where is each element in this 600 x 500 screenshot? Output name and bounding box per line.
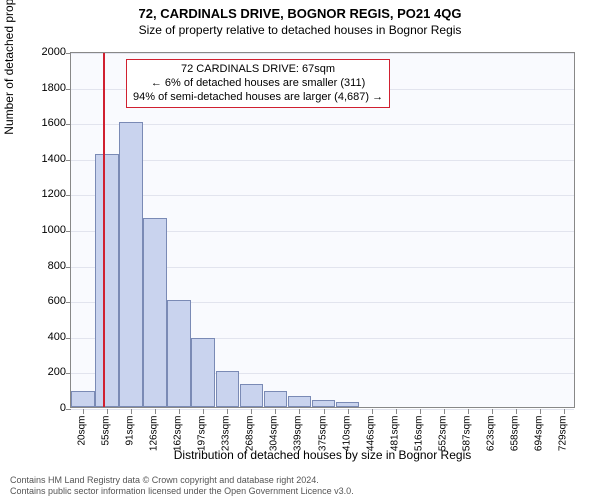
xtick-label: 516sqm [413, 416, 424, 466]
ytick-label: 1600 [26, 117, 66, 129]
gridline [71, 53, 574, 54]
xtick-label: 91sqm [125, 416, 136, 466]
xtick-mark [227, 409, 228, 414]
footer-line-2: Contains public sector information licen… [10, 486, 354, 496]
xtick-mark [83, 409, 84, 414]
xtick-mark [299, 409, 300, 414]
bar [240, 384, 264, 407]
ytick-mark [66, 231, 71, 232]
xtick-label: 304sqm [269, 416, 280, 466]
xtick-label: 375sqm [317, 416, 328, 466]
xtick-label: 233sqm [221, 416, 232, 466]
xtick-label: 587sqm [461, 416, 472, 466]
ytick-label: 200 [26, 366, 66, 378]
annotation-box: 72 CARDINALS DRIVE: 67sqm ← 6% of detach… [126, 59, 390, 108]
xtick-label: 197sqm [197, 416, 208, 466]
ytick-label: 1800 [26, 82, 66, 94]
footer-line-1: Contains HM Land Registry data © Crown c… [10, 475, 354, 485]
xtick-label: 552sqm [437, 416, 448, 466]
ytick-label: 1400 [26, 153, 66, 165]
ytick-label: 600 [26, 295, 66, 307]
ytick-mark [66, 373, 71, 374]
ytick-mark [66, 267, 71, 268]
xtick-mark [492, 409, 493, 414]
ytick-label: 400 [26, 331, 66, 343]
xtick-label: 339sqm [293, 416, 304, 466]
xtick-label: 55sqm [101, 416, 112, 466]
bar [143, 218, 167, 407]
annotation-line-2: ← 6% of detached houses are smaller (311… [133, 77, 383, 91]
annotation-line-3: 94% of semi-detached houses are larger (… [133, 91, 383, 105]
xtick-mark [564, 409, 565, 414]
ytick-label: 0 [26, 402, 66, 414]
xtick-mark [324, 409, 325, 414]
ytick-mark [66, 160, 71, 161]
xtick-label: 446sqm [365, 416, 376, 466]
bar [216, 371, 240, 407]
xtick-mark [155, 409, 156, 414]
property-marker-line [103, 53, 105, 407]
xtick-label: 729sqm [557, 416, 568, 466]
annotation-line-1: 72 CARDINALS DRIVE: 67sqm [133, 63, 383, 77]
gridline [71, 195, 574, 196]
bar [191, 338, 215, 407]
gridline [71, 160, 574, 161]
xtick-label: 268sqm [245, 416, 256, 466]
xtick-mark [444, 409, 445, 414]
ytick-mark [66, 53, 71, 54]
xtick-label: 126sqm [149, 416, 160, 466]
xtick-mark [131, 409, 132, 414]
xtick-mark [107, 409, 108, 414]
bar [336, 402, 360, 407]
ytick-label: 2000 [26, 46, 66, 58]
xtick-label: 410sqm [341, 416, 352, 466]
page-subtitle: Size of property relative to detached ho… [0, 21, 600, 41]
bar [264, 391, 288, 407]
xtick-mark [372, 409, 373, 414]
bar [95, 154, 119, 407]
xtick-mark [468, 409, 469, 414]
xtick-mark [179, 409, 180, 414]
xtick-mark [275, 409, 276, 414]
bar [119, 122, 143, 407]
xtick-label: 162sqm [173, 416, 184, 466]
ytick-label: 800 [26, 260, 66, 272]
xtick-mark [203, 409, 204, 414]
xtick-label: 694sqm [533, 416, 544, 466]
xtick-label: 623sqm [485, 416, 496, 466]
ytick-mark [66, 302, 71, 303]
ytick-mark [66, 195, 71, 196]
xtick-mark [251, 409, 252, 414]
page-title: 72, CARDINALS DRIVE, BOGNOR REGIS, PO21 … [0, 0, 600, 21]
ytick-mark [66, 89, 71, 90]
ytick-mark [66, 338, 71, 339]
bar [312, 400, 336, 407]
gridline [71, 409, 574, 410]
xtick-mark [516, 409, 517, 414]
bar [71, 391, 95, 407]
xtick-label: 20sqm [77, 416, 88, 466]
xtick-mark [396, 409, 397, 414]
ytick-mark [66, 124, 71, 125]
gridline [71, 124, 574, 125]
ytick-mark [66, 409, 71, 410]
ytick-label: 1000 [26, 224, 66, 236]
xtick-mark [420, 409, 421, 414]
xtick-mark [348, 409, 349, 414]
y-axis-label: Number of detached properties [2, 0, 16, 230]
xtick-label: 658sqm [509, 416, 520, 466]
chart-plot-area: 72 CARDINALS DRIVE: 67sqm ← 6% of detach… [70, 52, 575, 408]
bar [167, 300, 191, 407]
bar [288, 396, 312, 407]
xtick-label: 481sqm [389, 416, 400, 466]
xtick-mark [540, 409, 541, 414]
footer-attribution: Contains HM Land Registry data © Crown c… [10, 475, 354, 496]
ytick-label: 1200 [26, 188, 66, 200]
